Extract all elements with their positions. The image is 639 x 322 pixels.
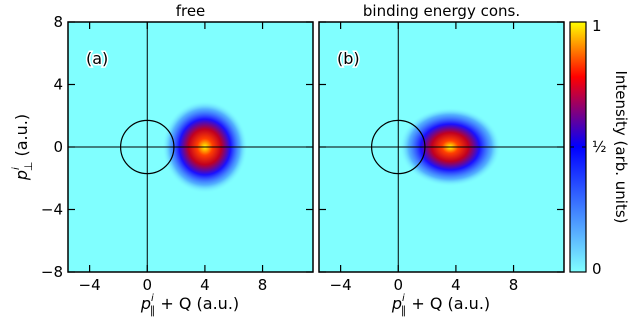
panel-b-circle <box>371 119 426 175</box>
panel-a-label: (a) <box>86 49 108 68</box>
panel-a: free −4 0 4 8 −8 −4 0 4 8 (a) pi ∥ + Q (a.u.) pi⊥… <box>11 2 314 317</box>
panel-a-xtick-label: 0 <box>142 276 152 294</box>
panel-a-ytick-label: 4 <box>53 76 63 94</box>
panel-a-title: free <box>176 2 206 20</box>
panel-b: binding energy cons. −4 0 4 8 (b) pi ∥ + Q (… <box>318 2 565 317</box>
panel-a-ytick-label: −4 <box>41 201 63 219</box>
panel-a-xtick-label: −4 <box>79 276 101 294</box>
colorbar: 0 ½ 1 Intensity (arb. units) <box>569 17 630 278</box>
panel-a-xtick-label: 4 <box>200 276 210 294</box>
panel-b-xtick-label: −4 <box>330 276 352 294</box>
panel-a-ylabel: pi⊥ (a.u.) <box>11 114 35 181</box>
panel-b-xtick-label: 4 <box>451 276 461 294</box>
panel-a-ytick-label: 0 <box>53 138 63 156</box>
panel-b-xtick-label: 8 <box>509 276 519 294</box>
panel-b-xlabel: pi ∥ + Q (a.u.) <box>391 293 490 317</box>
panel-a-ytick-label: 8 <box>53 13 63 31</box>
colorbar-tick-label: 0 <box>592 260 602 278</box>
panel-a-ytick-label: −8 <box>41 263 63 281</box>
colorbar-label: Intensity (arb. units) <box>612 70 630 223</box>
panel-a-xtick-label: 8 <box>258 276 268 294</box>
colorbar-tick-label: 1 <box>592 17 602 35</box>
panel-a-ticks: −4 0 4 8 −8 −4 0 4 8 <box>41 13 313 294</box>
panel-a-xlabel: pi ∥ + Q (a.u.) <box>140 293 239 317</box>
colorbar-ticks: 0 ½ 1 <box>570 17 607 278</box>
panel-b-label: (b) <box>337 49 360 68</box>
panel-b-title: binding energy cons. <box>363 2 520 20</box>
panel-a-circle <box>120 119 175 175</box>
colorbar-tick-label: ½ <box>592 138 607 156</box>
panel-b-ticks: −4 0 4 8 <box>319 21 564 294</box>
panel-b-xtick-label: 0 <box>393 276 403 294</box>
